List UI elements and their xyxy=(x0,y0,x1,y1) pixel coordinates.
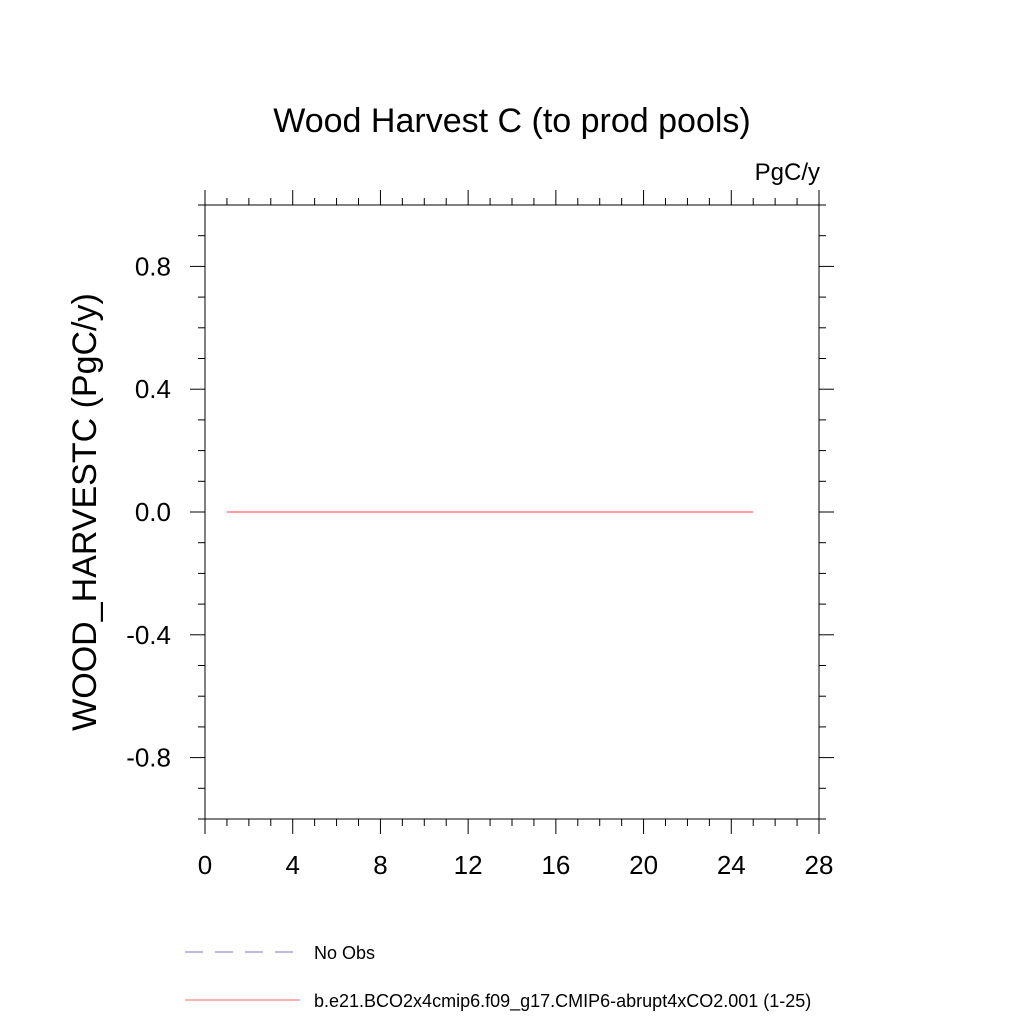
x-tick-label: 16 xyxy=(541,850,570,880)
y-tick-label: -0.4 xyxy=(126,620,171,650)
legend-label-case: b.e21.BCO2x4cmip6.f09_g17.CMIP6-abrupt4x… xyxy=(314,991,811,1012)
y-tick-label: 0.0 xyxy=(135,497,171,527)
x-tick-label: 20 xyxy=(629,850,658,880)
y-axis-label: WOOD_HARVESTC (PgC/y) xyxy=(66,293,104,731)
y-axis-ticks xyxy=(190,204,834,820)
x-tick-label: 28 xyxy=(805,850,834,880)
x-tick-label: 24 xyxy=(717,850,746,880)
y-tick-label: 0.4 xyxy=(135,374,171,404)
y-tick-label: -0.8 xyxy=(126,743,171,773)
x-tick-label: 4 xyxy=(285,850,299,880)
legend: No Obs b.e21.BCO2x4cmip6.f09_g17.CMIP6-a… xyxy=(185,943,811,1012)
units-label: PgC/y xyxy=(755,159,820,186)
chart-title: Wood Harvest C (to prod pools) xyxy=(273,102,750,140)
y-axis-tick-labels: 0.8 0.4 0.0 -0.4 -0.8 xyxy=(126,251,171,772)
x-axis-tick-labels: 0 4 8 12 16 20 24 28 xyxy=(198,850,834,880)
legend-label-no-obs: No Obs xyxy=(314,943,375,963)
x-tick-label: 0 xyxy=(198,850,212,880)
y-tick-label: 0.8 xyxy=(135,251,171,281)
x-tick-label: 12 xyxy=(454,850,483,880)
x-axis-ticks xyxy=(204,190,820,834)
x-tick-label: 8 xyxy=(373,850,387,880)
